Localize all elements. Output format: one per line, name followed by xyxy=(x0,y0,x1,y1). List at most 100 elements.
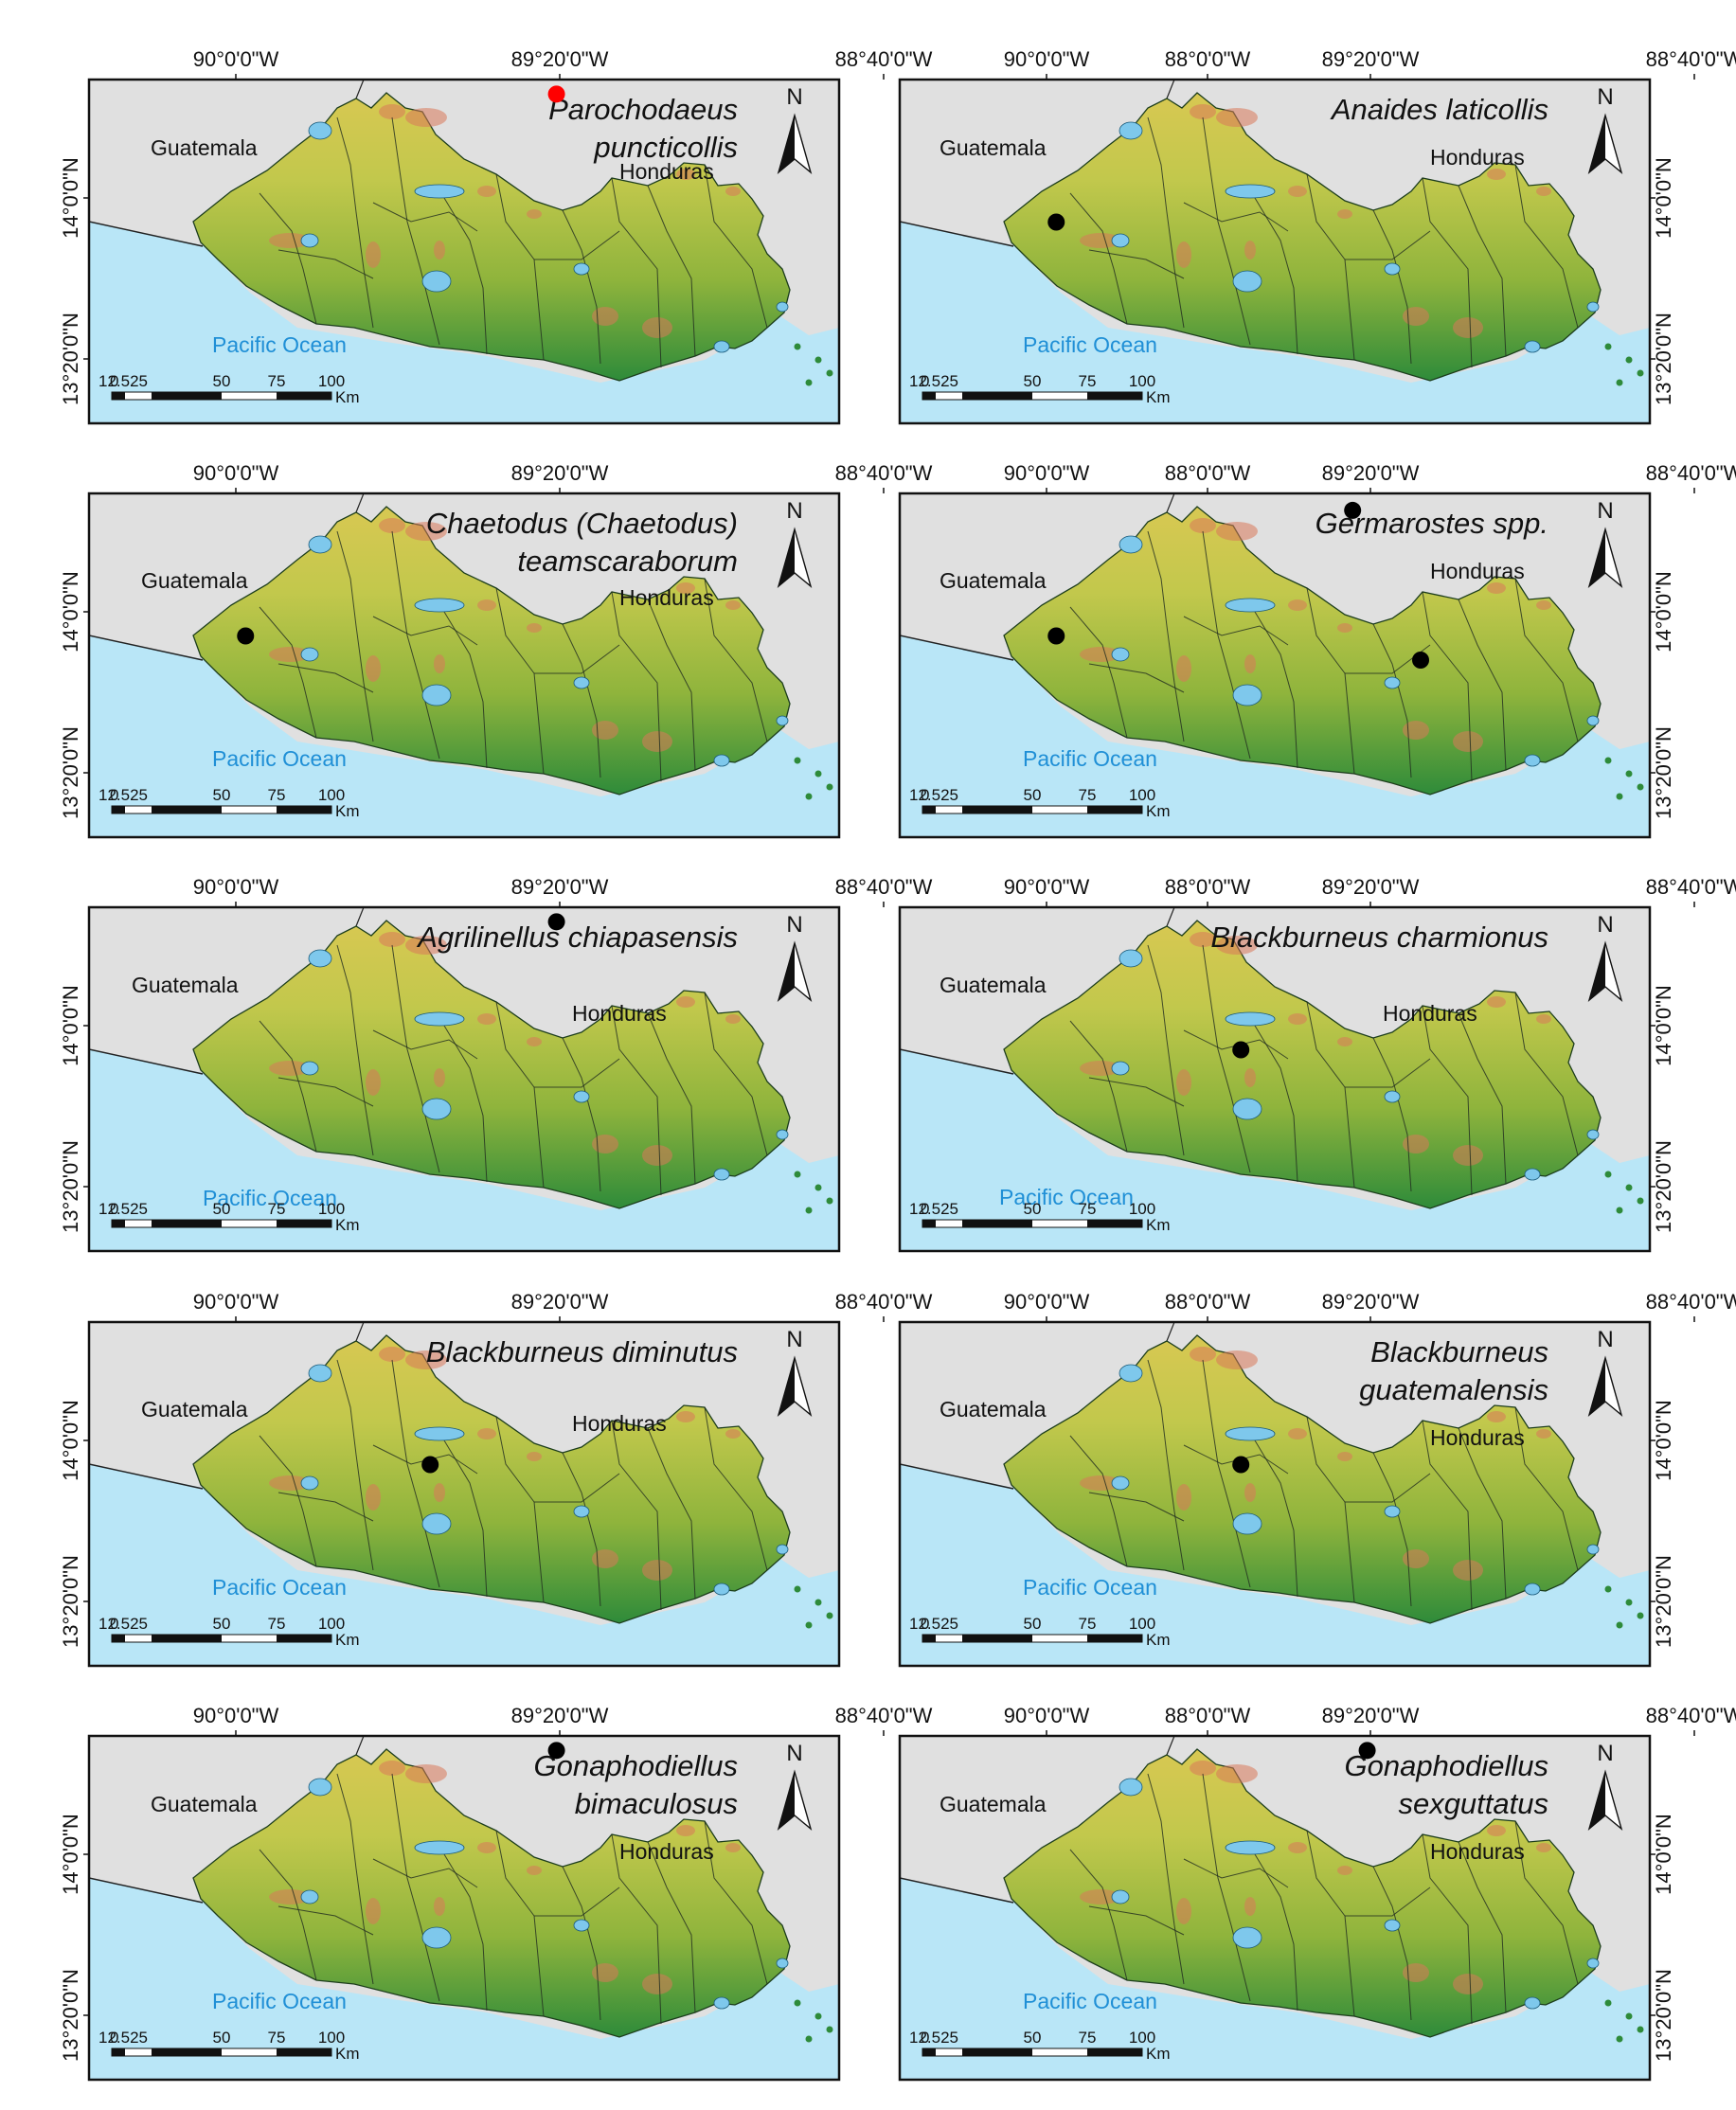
map-frame xyxy=(87,78,841,425)
lake xyxy=(1119,1778,1143,1797)
north-arrow-label: N xyxy=(1597,1741,1613,1766)
department-border xyxy=(1372,1037,1412,1192)
scale-label: 75 xyxy=(268,1615,286,1633)
scale-segment xyxy=(112,2048,125,2056)
lat-tick-label: 14°0'0"N xyxy=(1652,1400,1675,1481)
label-pacific-ocean: Pacific Ocean xyxy=(1023,1989,1157,2013)
department-border xyxy=(336,944,374,1156)
highland-relief xyxy=(1288,1013,1307,1025)
highland-relief xyxy=(269,1889,311,1904)
lake xyxy=(1111,1475,1130,1491)
department-border xyxy=(1422,1833,1473,2025)
species-title: Blackburneus charmionus xyxy=(1210,921,1548,954)
scale-segment xyxy=(167,392,222,400)
department-border xyxy=(336,1773,374,1985)
guatemala-coast-border xyxy=(89,1463,204,1490)
highland-relief xyxy=(1080,1889,1121,1904)
scale-segment xyxy=(167,1635,222,1642)
highland-relief xyxy=(725,1429,741,1439)
pacific-ocean-area xyxy=(89,635,839,837)
island xyxy=(1625,2012,1633,2020)
map-panel-5: Guatemala Honduras Pacific Ocean Agrilinell… xyxy=(59,875,1251,1253)
scale-segment xyxy=(152,2048,167,2056)
island xyxy=(1637,2026,1644,2033)
highland-relief xyxy=(642,1145,672,1166)
scale-segment xyxy=(977,1220,1032,1227)
lake xyxy=(1111,1889,1130,1904)
department-border xyxy=(336,530,374,742)
highland-relief xyxy=(1190,932,1216,947)
department-border xyxy=(495,1416,545,1603)
lon-tick-label: 88°40'0"W xyxy=(835,47,933,71)
pacific-ocean-area xyxy=(900,1878,1650,2080)
department-border xyxy=(495,587,545,775)
lake xyxy=(1232,684,1262,706)
lon-tick-label: 88°0'0"W xyxy=(1165,875,1251,899)
lake xyxy=(776,1129,789,1140)
department-border xyxy=(611,1420,662,1611)
department-border xyxy=(1372,623,1412,778)
department-border xyxy=(259,1435,317,1567)
lake xyxy=(573,1090,590,1103)
north-arrow-icon-fill xyxy=(779,529,795,586)
scale-label: 12.525 xyxy=(909,786,958,804)
highland-relief xyxy=(1190,518,1216,533)
highland-relief xyxy=(676,1411,695,1422)
island xyxy=(814,356,822,364)
north-arrow-label: N xyxy=(786,912,802,938)
pacific-ocean-area xyxy=(900,222,1650,423)
department-border xyxy=(336,116,374,329)
scale-segment xyxy=(977,2048,1032,2056)
lake xyxy=(713,1168,730,1181)
scale-segment xyxy=(977,392,1032,400)
department-border xyxy=(259,606,317,739)
lake xyxy=(573,676,590,689)
department-border xyxy=(534,1886,620,1917)
highland-relief xyxy=(1288,1428,1307,1439)
country-border-line xyxy=(355,1322,365,1342)
label-guatemala: Guatemala xyxy=(940,1792,1047,1816)
highland-relief xyxy=(405,1764,447,1783)
department-border xyxy=(647,1427,696,1600)
department-border xyxy=(1147,530,1185,742)
lon-tick-label: 89°20'0"W xyxy=(1322,461,1420,485)
island xyxy=(805,793,813,800)
lake xyxy=(713,340,730,353)
label-pacific-ocean: Pacific Ocean xyxy=(212,1989,347,2013)
highland-relief xyxy=(1453,1145,1483,1166)
highland-relief xyxy=(1487,169,1506,180)
scale-label: 0 xyxy=(110,2029,118,2047)
department-border xyxy=(611,591,662,782)
lake xyxy=(776,301,789,313)
department-border xyxy=(1458,1012,1507,1185)
department-border xyxy=(1372,209,1412,365)
scale-segment xyxy=(277,2048,331,2056)
highland-relief xyxy=(405,522,447,541)
highland-relief xyxy=(642,1560,672,1581)
scale-unit: Km xyxy=(335,388,360,406)
island xyxy=(794,1585,801,1593)
highland-relief xyxy=(379,1347,405,1362)
highland-relief xyxy=(527,1866,542,1875)
department-border xyxy=(1306,1416,1355,1603)
map-frame xyxy=(898,905,1652,1253)
scale-segment xyxy=(962,392,977,400)
island xyxy=(1616,1621,1623,1629)
island xyxy=(814,1184,822,1191)
island xyxy=(814,2012,822,2020)
department-border xyxy=(1422,177,1473,368)
highland-relief xyxy=(725,1843,741,1852)
species-title: Gonaphodiellus xyxy=(534,1749,738,1782)
scale-label: 50 xyxy=(213,786,231,804)
department-border xyxy=(534,1058,620,1088)
label-pacific-ocean: Pacific Ocean xyxy=(212,332,347,357)
highland-relief xyxy=(676,996,695,1008)
label-honduras: Honduras xyxy=(619,1839,714,1864)
highland-relief xyxy=(1453,1560,1483,1581)
highland-relief xyxy=(366,1484,381,1511)
lake xyxy=(1119,121,1143,140)
department-border xyxy=(1202,530,1251,760)
scale-label: 50 xyxy=(1024,1200,1042,1218)
scale-label: 100 xyxy=(1129,1615,1155,1633)
department-border xyxy=(647,599,696,771)
